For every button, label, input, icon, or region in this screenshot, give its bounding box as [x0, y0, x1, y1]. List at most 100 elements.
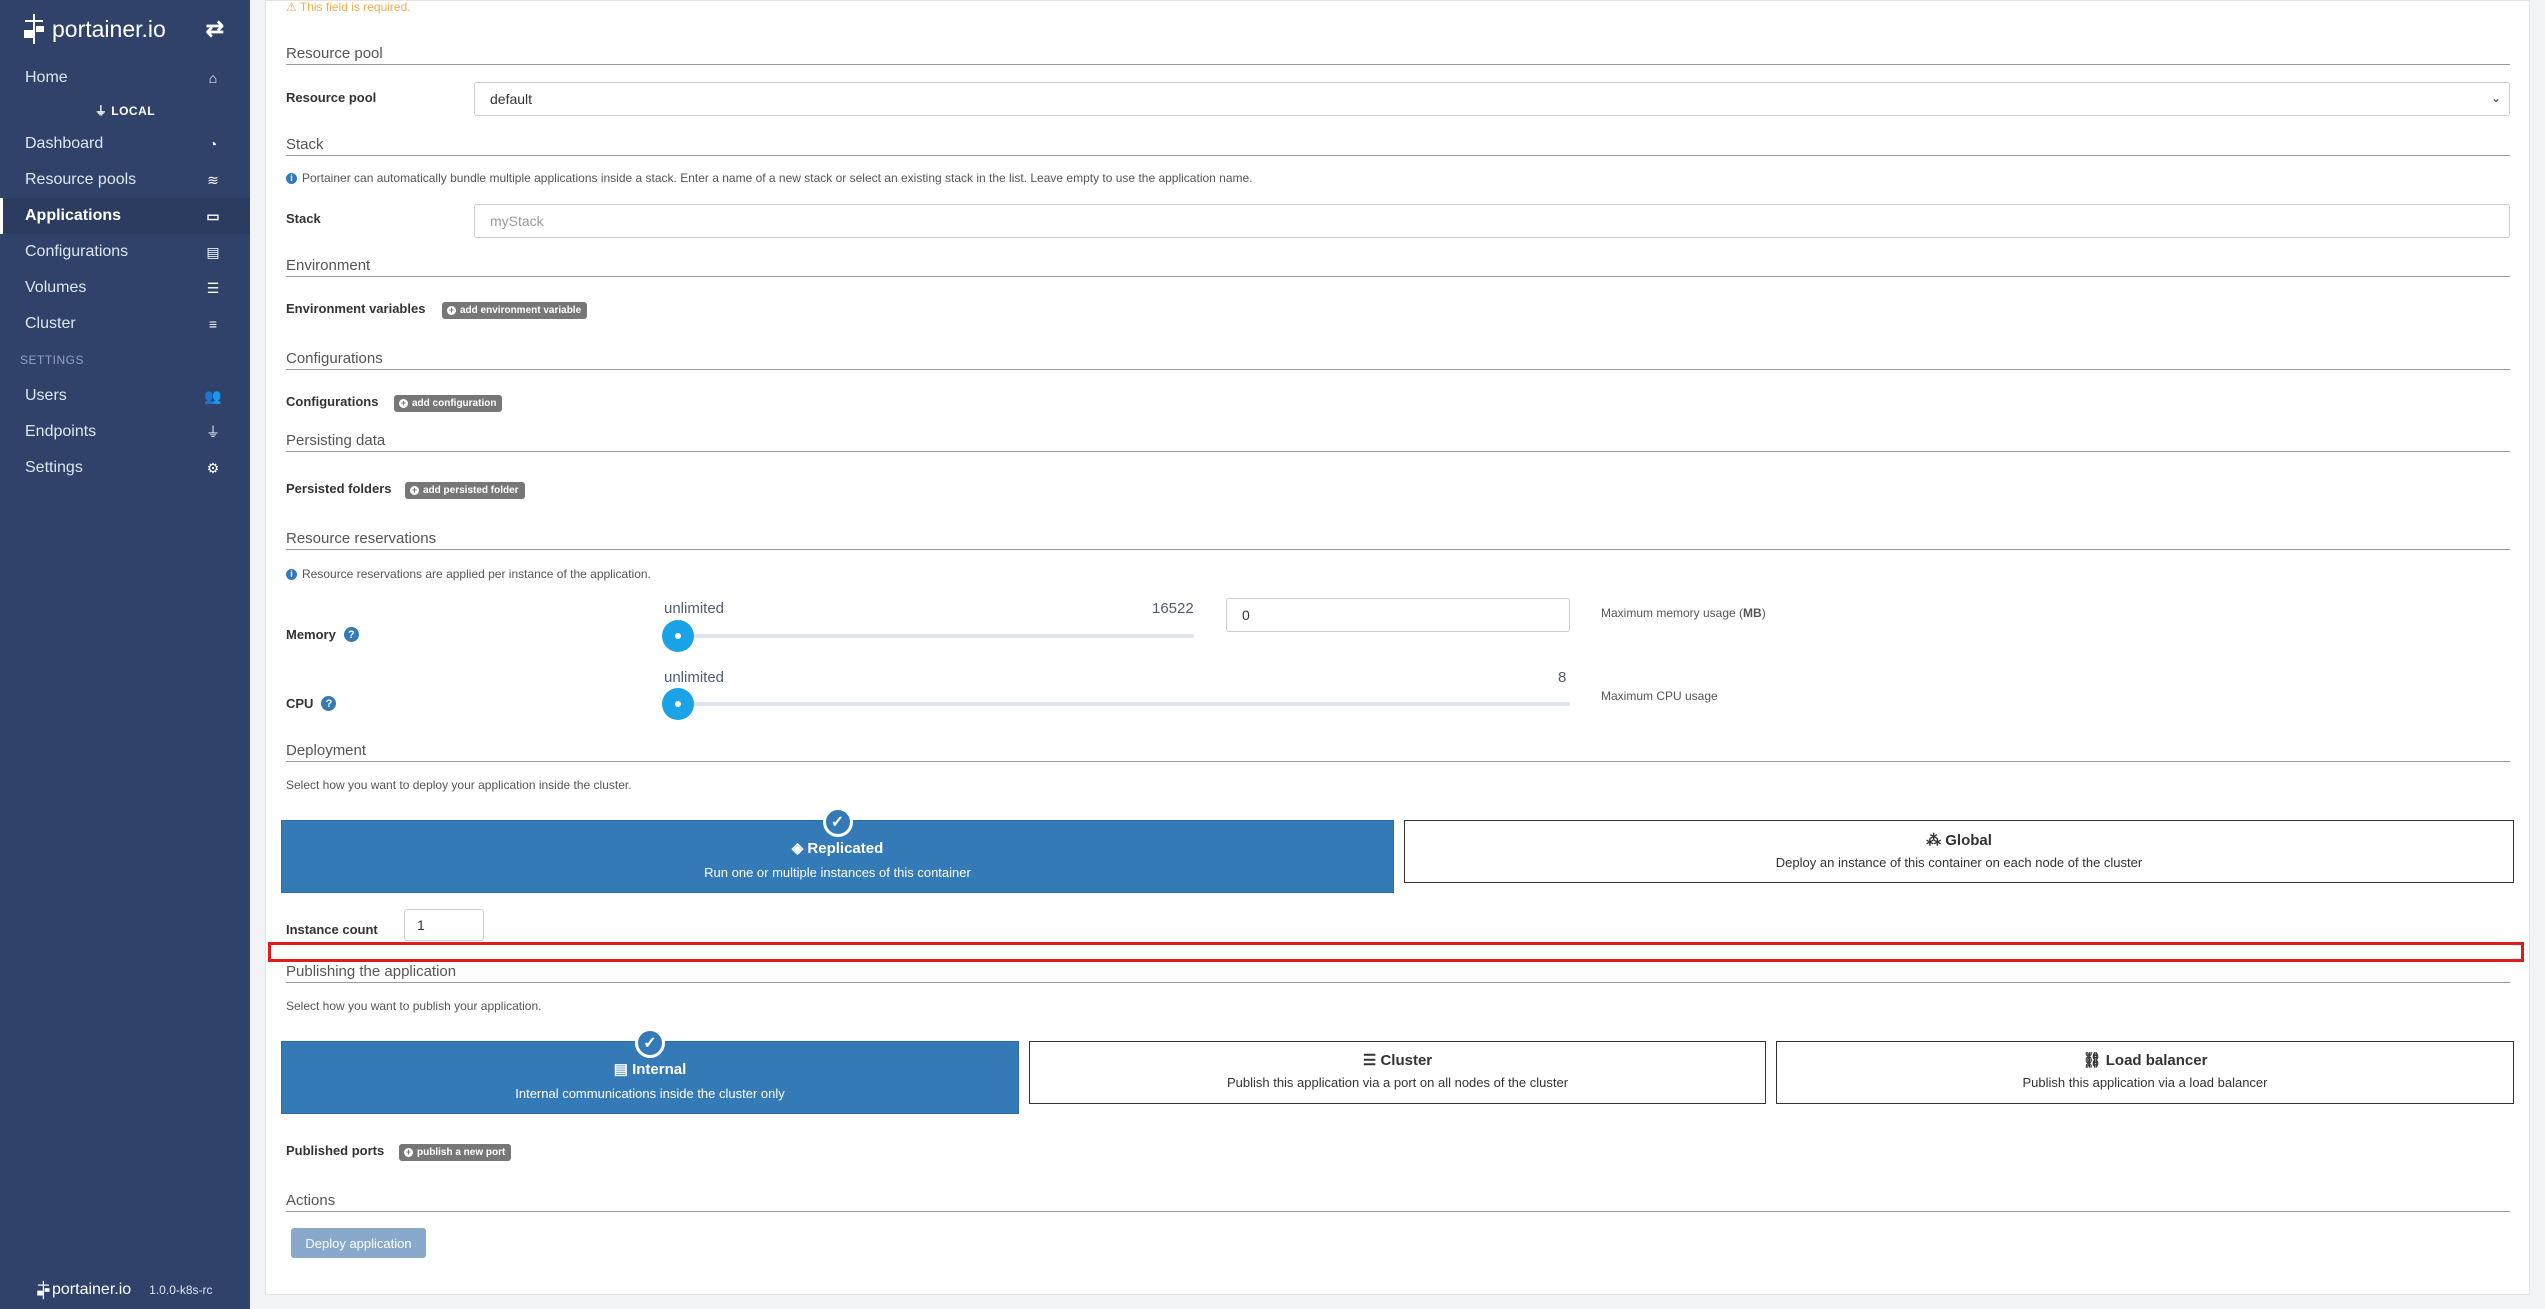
configurations-label: Configurations	[286, 394, 379, 409]
sidebar-item-configurations[interactable]: Configurations ▤	[0, 234, 250, 270]
publishing-option-internal[interactable]: ✓ ▤ Internal Internal communications ins…	[281, 1028, 1019, 1114]
cpu-slider-max-label: 8	[1558, 669, 1567, 686]
memory-slider-min-label: unlimited	[664, 600, 725, 617]
check-icon: ✓	[822, 807, 853, 837]
stack-help: i Portainer can automatically bundle mult…	[286, 171, 1253, 185]
footer-logo-icon	[37, 1280, 50, 1300]
laptop-code-icon: ▭	[206, 207, 220, 224]
publishing-option-cluster[interactable]: ☰ Cluster Publish this application via a…	[1029, 1041, 1766, 1104]
highlight-box	[268, 942, 2524, 962]
section-actions: Actions	[286, 1192, 2510, 1212]
sidebar-item-label: Dashboard	[25, 135, 104, 152]
list-alt-icon: ▤	[613, 1061, 633, 1078]
sidebar-item-label: Volumes	[25, 279, 87, 296]
memory-input[interactable]: 0	[1226, 598, 1570, 632]
memory-slider-track[interactable]	[678, 634, 1194, 638]
memory-input-value: 0	[1242, 607, 1250, 623]
stack-input[interactable]: myStack	[474, 204, 2510, 238]
sidebar-item-resource-pools[interactable]: Resource pools ≋	[0, 162, 250, 198]
environment-variables-label: Environment variables	[286, 301, 426, 316]
option-title: ⛓ Load balancer	[2082, 1052, 2208, 1069]
sidebar-item-label: Resource pools	[25, 171, 137, 188]
sidebar-item-settings[interactable]: Settings ⚙	[0, 450, 250, 486]
add-configuration-button[interactable]: + add configuration	[394, 395, 503, 412]
plus-icon: +	[404, 1147, 413, 1157]
plug-icon: ⏚	[206, 424, 220, 440]
swap-icon[interactable]: ⇄	[205, 16, 224, 41]
plug-small-icon: ⏚	[94, 104, 112, 118]
deployment-help: Select how you want to deploy your appli…	[286, 778, 632, 792]
publish-new-port-button[interactable]: + publish a new port	[399, 1144, 512, 1161]
sidebar-item-home[interactable]: Home ⌂	[0, 60, 250, 96]
logo-text: portainer.io	[52, 15, 166, 42]
question-circle-icon[interactable]: ?	[321, 696, 337, 711]
layer-group-icon: ≋	[207, 171, 219, 188]
option-title: ▤ Internal	[613, 1061, 687, 1078]
plus-icon: +	[410, 485, 419, 495]
section-persisting-data: Persisting data	[286, 432, 2510, 452]
memory-slider-max-label: 16522	[1152, 600, 1194, 617]
deployment-option-replicated[interactable]: ✓ ◈ Replicated Run one or multiple insta…	[281, 807, 1394, 893]
sidebar-item-dashboard[interactable]: Dashboard ◔	[0, 126, 250, 162]
memory-slider-handle[interactable]	[662, 620, 694, 652]
section-deployment: Deployment	[286, 742, 2510, 762]
section-publishing: Publishing the application	[286, 963, 2510, 983]
sidebar-item-label: Endpoints	[25, 423, 97, 440]
memory-label: Memory?	[286, 627, 359, 642]
portainer-logo-icon	[24, 14, 44, 44]
publishing-option-load-balancer[interactable]: ⛓ Load balancer Publish this application…	[1776, 1041, 2514, 1104]
instance-count-input[interactable]: 1	[404, 909, 484, 941]
sidebar-header: portainer.io ⇄	[0, 0, 250, 58]
cpu-slider-min-label: unlimited	[664, 669, 725, 686]
sidebar-item-label: Home	[25, 69, 68, 86]
sidebar-footer: portainer.io 1.0.0-k8s-rc	[36, 1279, 213, 1301]
section-configurations: Configurations	[286, 350, 2510, 370]
section-stack: Stack	[286, 136, 2510, 156]
sidebar-item-cluster[interactable]: Cluster ≡	[0, 306, 250, 342]
sidebar-item-label: Users	[25, 387, 67, 404]
sidebar-item-label: Configurations	[25, 243, 129, 260]
cubes-icon: ⁂	[1926, 832, 1946, 849]
option-desc: Deploy an instance of this container on …	[1775, 855, 2143, 870]
resource-pool-select[interactable]: default ⌄	[474, 82, 2510, 116]
chevron-down-icon: ⌄	[2490, 91, 2501, 105]
option-title: ◈ Replicated	[791, 840, 884, 857]
stack-label: Stack	[286, 211, 321, 226]
resource-pool-label: Resource pool	[286, 90, 377, 105]
option-desc: Run one or multiple instances of this co…	[704, 865, 971, 880]
cube-icon: ◈	[791, 840, 808, 857]
endpoint-label: ⏚ LOCAL	[0, 96, 250, 126]
portainer-logo[interactable]: portainer.io	[22, 12, 166, 46]
memory-hint: Maximum memory usage (MB)	[1601, 606, 1766, 620]
warning-icon: ⚠	[286, 0, 300, 14]
settings-section-header: SETTINGS	[20, 353, 85, 367]
endpoint-name: LOCAL	[111, 104, 156, 118]
deployment-option-global[interactable]: ⁂ Global Deploy an instance of this cont…	[1404, 820, 2514, 883]
version-label: 1.0.0-k8s-rc	[149, 1283, 213, 1297]
sidebar-item-volumes[interactable]: Volumes ☰	[0, 270, 250, 306]
info-icon: i	[286, 568, 297, 580]
file-code-icon: ▤	[206, 243, 220, 260]
check-icon: ✓	[635, 1028, 665, 1058]
section-resource-pool: Resource pool	[286, 45, 2510, 65]
published-ports-label: Published ports	[286, 1143, 385, 1158]
section-environment: Environment	[286, 257, 2510, 277]
deploy-application-button[interactable]: Deploy application	[291, 1228, 426, 1258]
add-environment-variable-button[interactable]: + add environment variable	[442, 302, 588, 319]
publishing-help: Select how you want to publish your appl…	[286, 999, 542, 1013]
question-circle-icon[interactable]: ?	[343, 627, 359, 642]
add-persisted-folder-button[interactable]: + add persisted folder	[405, 482, 525, 499]
sidebar-item-label: Applications	[25, 207, 122, 224]
sidebar-item-applications[interactable]: Applications ▭	[0, 198, 250, 234]
resource-pool-value: default	[490, 91, 533, 107]
sidebar-item-users[interactable]: Users 👥	[0, 378, 250, 414]
cpu-slider-track[interactable]	[678, 702, 1570, 706]
cpu-slider-handle[interactable]	[662, 688, 694, 720]
required-warning: ⚠ This field is required.	[286, 0, 411, 14]
persisted-folders-label: Persisted folders	[286, 481, 392, 496]
sidebar-item-endpoints[interactable]: Endpoints ⏚	[0, 414, 250, 450]
instance-count-label: Instance count	[286, 922, 378, 937]
reservations-help: i Resource reservations are applied per i…	[286, 567, 651, 581]
option-title: ⁂ Global	[1926, 832, 1992, 849]
sidebar-item-label: Cluster	[25, 315, 76, 332]
